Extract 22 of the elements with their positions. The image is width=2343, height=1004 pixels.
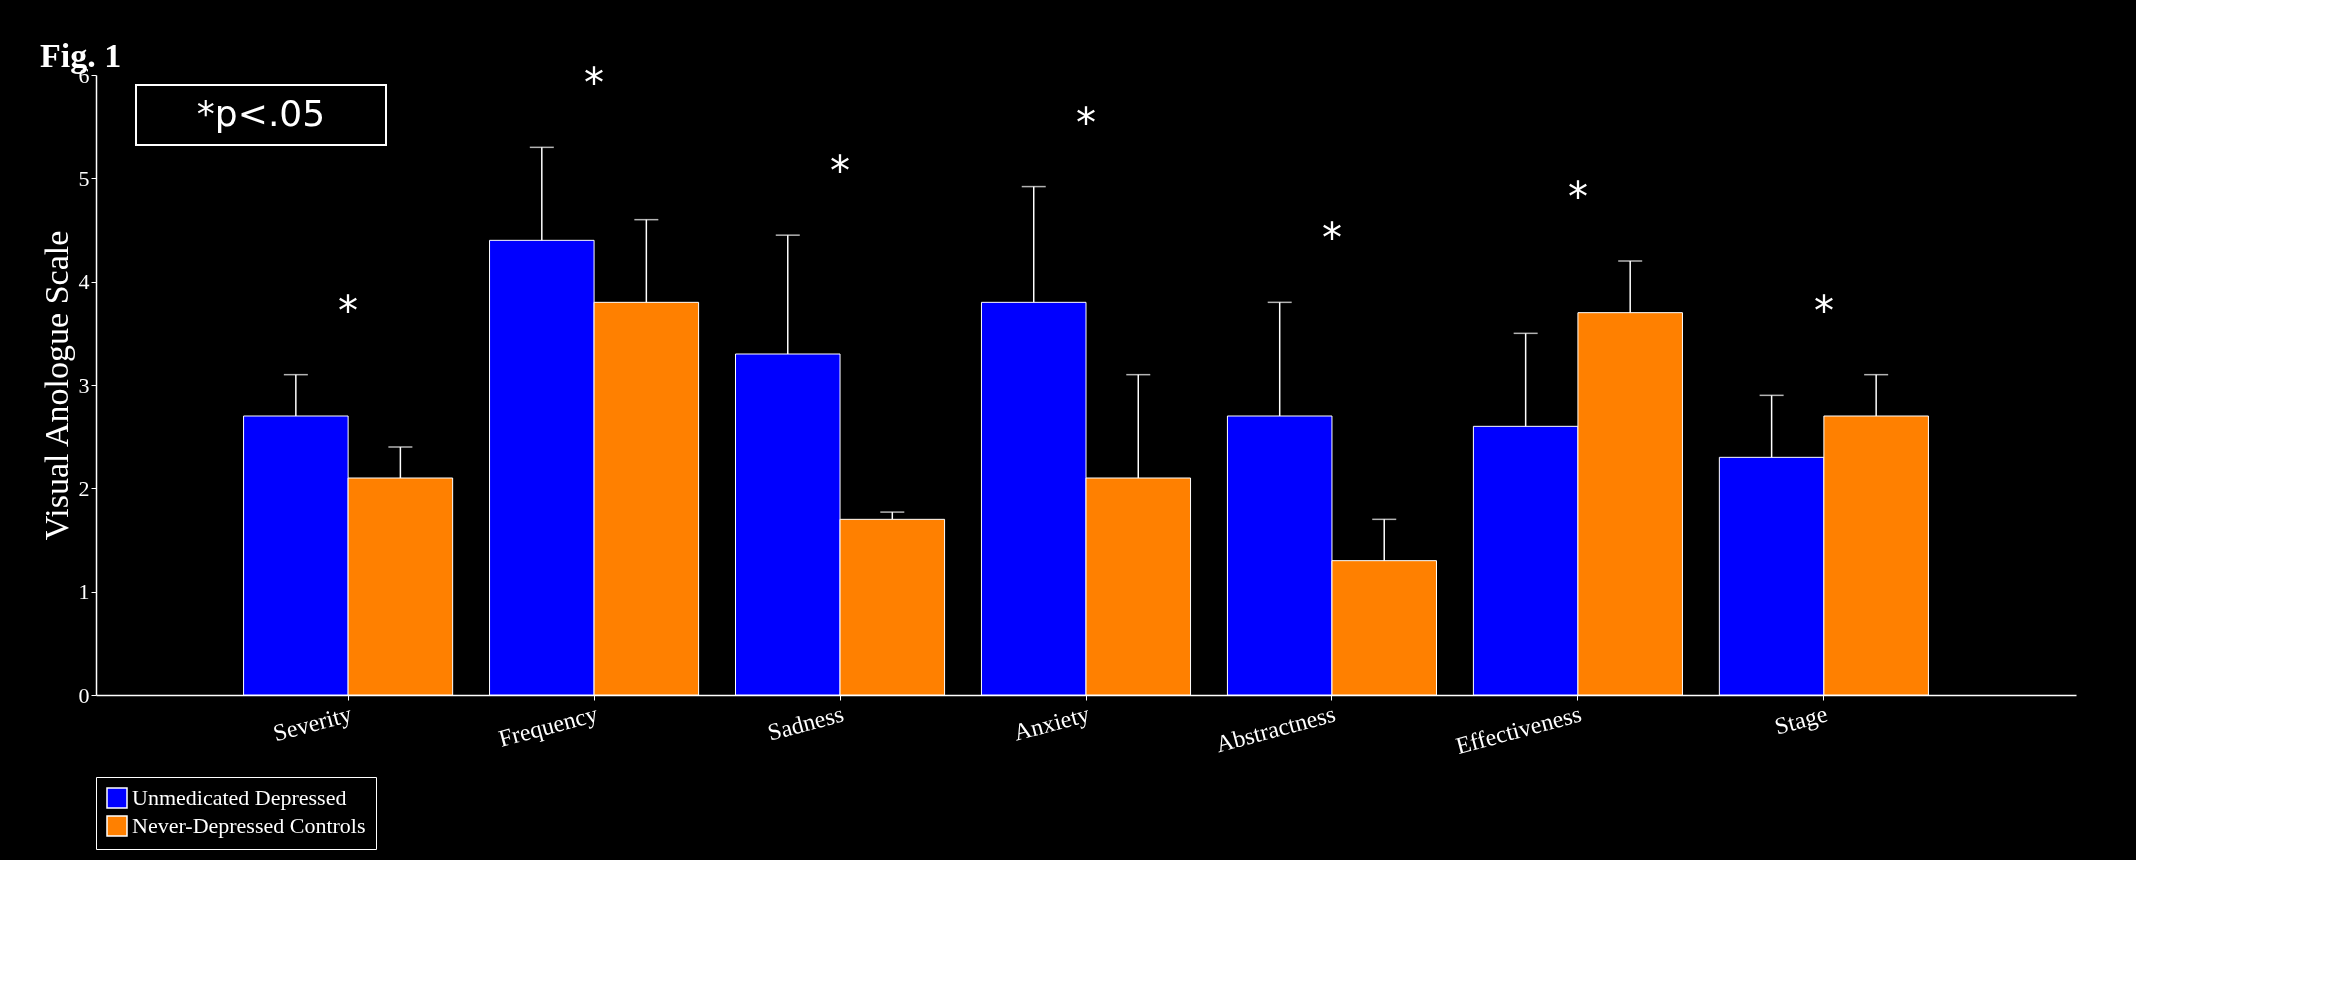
- annotation: *: [830, 148, 851, 195]
- x-tick-label: Severity: [270, 700, 355, 747]
- annotation: *: [584, 60, 605, 107]
- y-tick-label: 2: [78, 475, 90, 501]
- y-tick-label: 0: [78, 682, 90, 708]
- x-tick-label: Frequency: [495, 700, 601, 752]
- y-tick-label: 4: [78, 269, 90, 295]
- annotation: *: [338, 287, 359, 334]
- y-tick-label: 1: [78, 579, 90, 605]
- y-axis-title: Visual Anologue Scale: [37, 230, 75, 541]
- annotation: *: [1321, 215, 1342, 262]
- x-tick-label: Stage: [1771, 700, 1831, 740]
- y-tick-label: 3: [78, 372, 90, 398]
- legend-label: Never-Depressed Controls: [132, 813, 366, 838]
- annotation: *: [1076, 99, 1096, 146]
- x-tick-label: Sadness: [764, 700, 847, 746]
- x-tick-label: Anxiety: [1010, 700, 1093, 746]
- y-tick-label: 5: [78, 165, 90, 191]
- annotation: *: [1813, 287, 1834, 334]
- annotation: *p<.05: [196, 93, 326, 134]
- annotation: *: [1567, 174, 1588, 220]
- legend-label: Unmedicated Depressed: [132, 785, 347, 810]
